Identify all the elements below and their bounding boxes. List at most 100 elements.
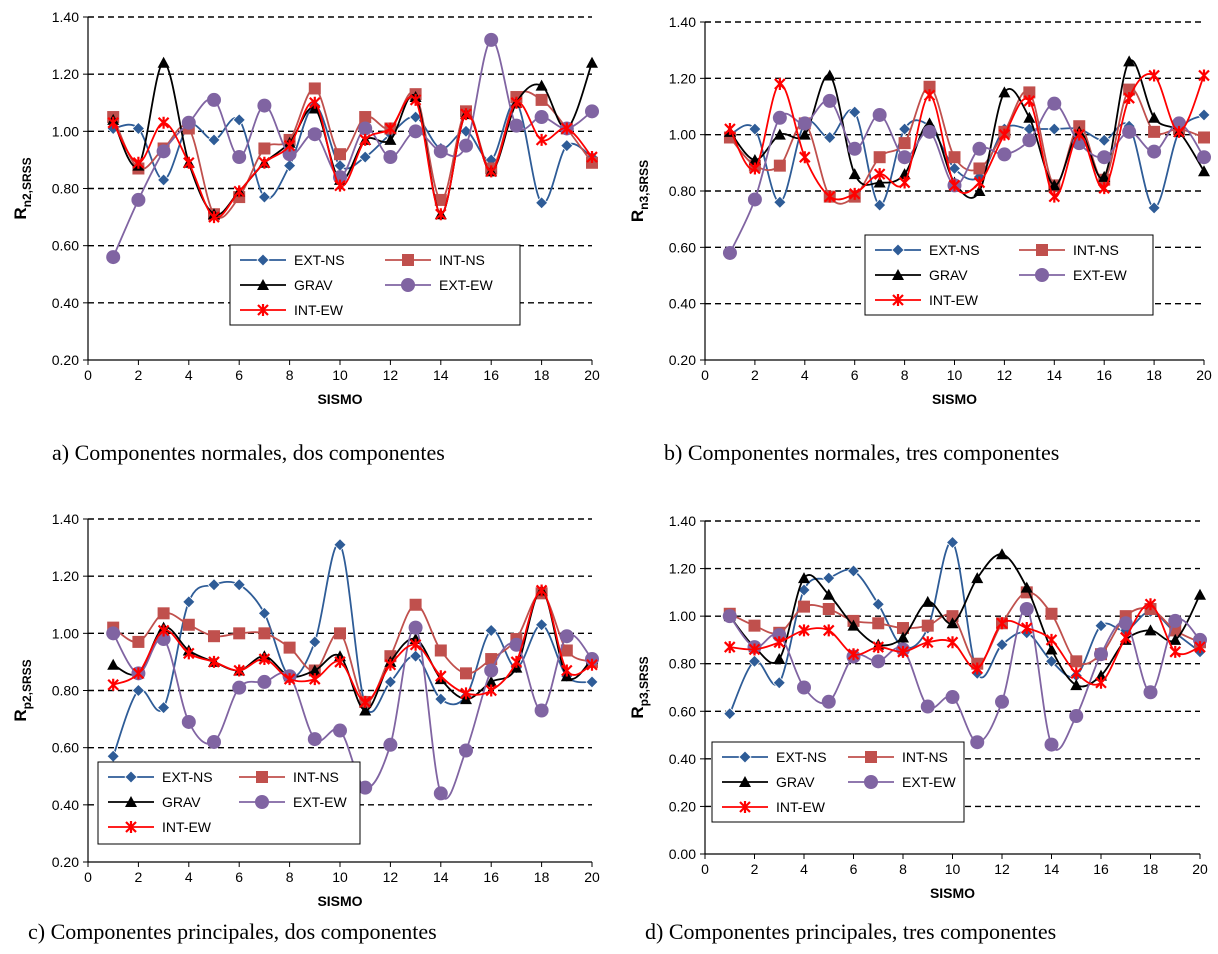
data-point-ext-ns — [1044, 654, 1059, 668]
data-point-int-ew — [359, 695, 371, 708]
x-tick-label: 6 — [850, 861, 858, 877]
data-point-ext-ns — [484, 623, 498, 638]
data-point-int-ns — [283, 641, 296, 654]
data-point-ext-ew — [509, 118, 524, 133]
legend-item-int-ew: INT-EW — [875, 292, 979, 308]
data-point-int-ew — [132, 156, 145, 169]
data-point-int-ew — [1098, 182, 1110, 195]
y-tick-label: 0.80 — [669, 183, 696, 199]
data-point-int-ns — [132, 635, 145, 648]
data-point-int-ns — [923, 80, 936, 93]
data-point-ext-ew — [997, 147, 1012, 162]
data-point-ext-ew — [509, 637, 524, 652]
data-point-ext-ew — [383, 737, 398, 752]
legend-label: EXT-EW — [1073, 267, 1127, 283]
data-point-ext-ew — [1118, 616, 1133, 631]
x-tick-label: 20 — [584, 367, 600, 383]
data-point-int-ns — [409, 598, 422, 611]
data-point-int-ew — [1144, 598, 1157, 611]
data-point-ext-ew — [1122, 124, 1137, 139]
data-point-ext-ew — [797, 680, 811, 695]
legend-item-int-ew: INT-EW — [240, 302, 344, 318]
legend-item-ext-ew: EXT-EW — [239, 794, 347, 810]
y-axis-label-main: R — [11, 709, 30, 721]
legend-swatch-marker — [256, 253, 270, 267]
data-point-ext-ns — [898, 122, 912, 136]
y-tick-label: 0.40 — [52, 797, 79, 813]
legend-item-int-ns: INT-NS — [385, 252, 485, 268]
data-point-int-ew — [798, 624, 810, 637]
series-line-int-ew — [112, 589, 593, 703]
caption-a: a) Componentes normales, dos componentes — [52, 440, 445, 465]
data-point-int-ns — [258, 627, 271, 640]
data-point-grav — [535, 79, 548, 91]
data-point-ext-ew — [1069, 709, 1084, 724]
data-point-grav — [1045, 643, 1058, 655]
data-point-ext-ew — [106, 250, 121, 265]
data-point-ext-ns — [182, 595, 196, 609]
x-tick-label: 14 — [433, 869, 449, 885]
legend-item-ext-ew: EXT-EW — [848, 774, 956, 790]
data-point-ext-ew — [722, 609, 737, 624]
legend-swatch-marker — [255, 795, 269, 809]
data-point-int-ew — [946, 636, 959, 649]
data-point-ext-ns — [945, 535, 960, 549]
data-point-int-ew — [921, 636, 934, 649]
data-point-ext-ew — [972, 141, 987, 156]
legend-label: EXT-EW — [439, 277, 493, 293]
x-tick-label: 14 — [433, 367, 449, 383]
data-point-ext-ew — [920, 699, 935, 714]
data-point-ext-ew — [106, 626, 121, 641]
y-tick-label: 0.20 — [52, 854, 79, 870]
data-point-int-ns — [1045, 607, 1058, 620]
data-point-ext-ns — [535, 618, 549, 632]
data-point-grav — [1048, 179, 1061, 191]
data-point-int-ew — [510, 655, 523, 668]
legend-swatch-marker — [125, 796, 137, 807]
x-axis-label: SISMO — [317, 391, 362, 407]
x-tick-label: 0 — [701, 367, 709, 383]
x-tick-label: 10 — [945, 861, 961, 877]
data-point-ext-ew — [131, 192, 146, 207]
data-point-int-ns — [1198, 131, 1210, 144]
data-point-ext-ns — [232, 578, 246, 592]
y-axis-label: Rn3,SRSS — [628, 160, 651, 222]
data-point-ext-ew — [1094, 647, 1108, 662]
data-point-int-ew — [1045, 633, 1058, 646]
y-axis-label: Rp2,SRSS — [11, 659, 34, 721]
data-point-int-ns — [334, 148, 346, 161]
data-point-int-ew — [107, 116, 119, 129]
y-axis-label-main: R — [628, 706, 647, 718]
data-point-grav — [1020, 581, 1033, 593]
data-point-int-ew — [535, 133, 548, 146]
x-tick-label: 2 — [751, 861, 759, 877]
data-point-grav — [157, 56, 170, 68]
data-point-grav — [1169, 633, 1182, 645]
x-tick-label: 8 — [899, 861, 907, 877]
x-tick-label: 16 — [1093, 861, 1109, 877]
data-point-int-ew — [258, 653, 271, 666]
legend-label: EXT-NS — [162, 769, 213, 785]
x-tick-label: 12 — [994, 861, 1010, 877]
data-point-int-ns — [485, 653, 498, 666]
y-tick-label: 1.00 — [52, 123, 79, 139]
data-point-int-ew — [157, 624, 170, 637]
data-point-int-ew — [586, 658, 598, 671]
chart-d: 0.00 0.20 0.40 0.60 0.80 1.00 1.20 1.40 0 2 4 6 8 10 1… — [628, 513, 1208, 901]
x-tick-label: 18 — [534, 367, 550, 383]
x-tick-label: 18 — [1143, 861, 1159, 877]
data-point-ext-ew — [232, 150, 247, 165]
data-point-grav — [586, 56, 598, 68]
legend-label: GRAV — [776, 774, 815, 790]
data-point-int-ew — [1073, 128, 1086, 141]
x-tick-label: 8 — [901, 367, 909, 383]
data-point-ext-ew — [797, 116, 812, 131]
data-point-ext-ew — [822, 93, 837, 108]
data-point-int-ew — [208, 211, 220, 224]
data-point-grav — [107, 658, 120, 670]
legend-item-int-ew: INT-EW — [722, 799, 826, 815]
data-point-int-ns — [334, 627, 346, 640]
y-axis-label: Rp3,SRSS — [628, 656, 651, 718]
data-point-ext-ns — [1094, 619, 1108, 633]
x-tick-label: 8 — [286, 869, 294, 885]
